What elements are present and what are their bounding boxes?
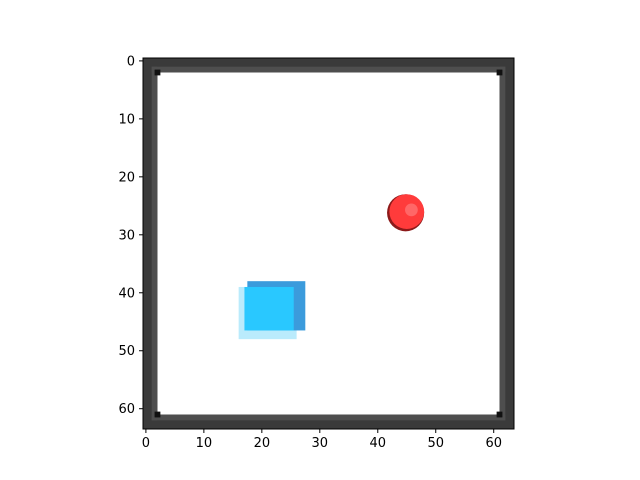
target-ball bbox=[387, 194, 425, 232]
x-tick-label-5: 50 bbox=[427, 436, 444, 451]
y-tick-label-5: 50 bbox=[118, 344, 135, 359]
wall-corner-2 bbox=[154, 411, 161, 418]
axes-frame bbox=[142, 57, 515, 430]
arena-background bbox=[143, 58, 514, 429]
x-tick-label-1: 10 bbox=[196, 436, 213, 451]
wall-inner-top bbox=[151, 66, 506, 73]
player-square bbox=[238, 281, 306, 340]
x-tick-label-0: 0 bbox=[142, 436, 150, 451]
y-tick-label-3: 30 bbox=[118, 228, 135, 243]
y-tick-label-6: 60 bbox=[118, 402, 135, 417]
y-tick-label-0: 0 bbox=[127, 54, 135, 69]
x-axis: 0 10 20 30 40 50 60 bbox=[142, 57, 515, 451]
target-highlight bbox=[405, 203, 418, 217]
wall-corner-3 bbox=[496, 411, 503, 418]
x-tick-label-3: 30 bbox=[312, 436, 329, 451]
y-axis: 0 10 20 30 40 50 60 bbox=[118, 54, 143, 417]
x-tick-label-4: 40 bbox=[370, 436, 387, 451]
plot-area bbox=[143, 58, 514, 429]
wall-inner-left bbox=[151, 66, 158, 421]
wall-inner-right bbox=[499, 66, 506, 421]
x-tick-label-2: 20 bbox=[254, 436, 271, 451]
y-tick-label-1: 10 bbox=[118, 112, 135, 127]
arena-walls bbox=[143, 58, 514, 429]
x-tick-label-6: 60 bbox=[485, 436, 502, 451]
wall-inner-bottom bbox=[151, 414, 506, 421]
y-tick-label-4: 40 bbox=[118, 286, 135, 301]
wall-corner-0 bbox=[154, 69, 161, 76]
wall-corner-1 bbox=[496, 69, 503, 76]
player-body bbox=[244, 286, 294, 331]
y-tick-label-2: 20 bbox=[118, 170, 135, 185]
